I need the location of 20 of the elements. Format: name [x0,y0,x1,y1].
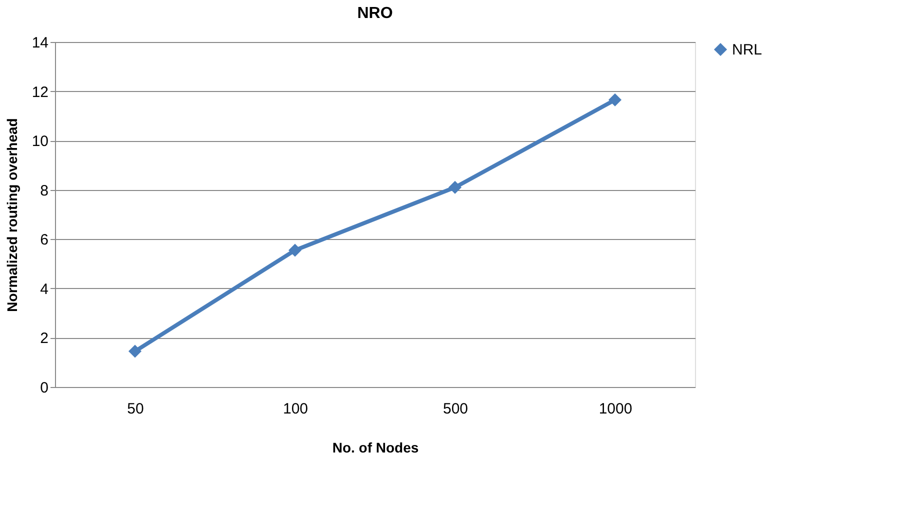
y-tick-label: 6 [40,232,48,249]
point [128,344,142,358]
y-tick-label: 4 [40,280,48,298]
y-axis-title: Normalized routing overhead [4,118,20,312]
point [448,180,462,194]
y-tick-label: 8 [40,182,48,200]
chart-title: NRO [357,5,393,22]
y-tick-label: 2 [40,330,48,348]
y-tick-label: 0 [40,380,48,396]
x-tick-label: 1000 [598,400,632,418]
y-tick-label: 12 [32,84,48,101]
x-tick-label: 50 [127,400,144,418]
x-axis-title: No. of Nodes [332,440,419,456]
y-tick-label: 14 [32,34,48,52]
legend-label: NRL [732,42,762,58]
point [288,244,302,257]
y-tick-label: 10 [32,133,48,150]
x-tick-label: 500 [442,400,468,418]
point [608,93,622,106]
x-tick-label: 100 [282,400,308,418]
